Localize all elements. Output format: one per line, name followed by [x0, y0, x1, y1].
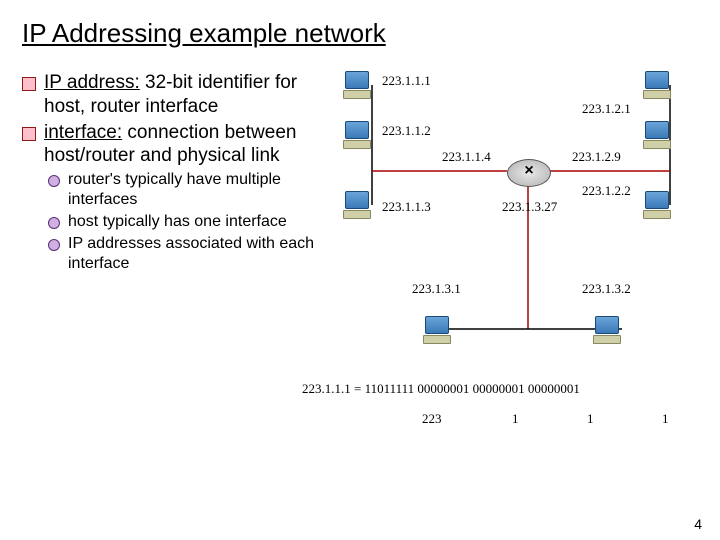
binary-breakdown: 223.1.1.1 = 11011111 00000001 00000001 0… [302, 381, 580, 397]
sub-bullet-marker [48, 239, 60, 251]
bullet-1-term: IP address: [44, 72, 140, 93]
octet-label: 1 [512, 411, 519, 427]
network-diagram: 223.1.1.1 223.1.1.2 223.1.1.3 223.1.2.1 223.… [322, 71, 698, 491]
ip-label: 223.1.2.1 [582, 101, 631, 117]
bullet-2-text: interface: connection between host/route… [44, 121, 322, 169]
sub-bullet-2: host typically has one interface [48, 212, 322, 232]
ip-label: 223.1.1.4 [442, 149, 491, 165]
ip-label: 223.1.2.9 [572, 149, 621, 165]
computer-icon [342, 121, 372, 149]
ip-label: 223.1.3.27 [502, 199, 557, 215]
ip-label: 223.1.1.2 [382, 123, 431, 139]
bullet-1: IP address: 32-bit identifier for host, … [22, 71, 322, 119]
ip-label: 223.1.1.1 [382, 73, 431, 89]
bullet-marker [22, 127, 36, 141]
bullet-2-term: interface: [44, 122, 122, 143]
computer-icon [642, 71, 672, 99]
computer-icon [342, 191, 372, 219]
bullet-1-text: IP address: 32-bit identifier for host, … [44, 71, 322, 119]
computer-icon [642, 191, 672, 219]
page-number: 4 [694, 516, 702, 532]
router-icon [507, 159, 551, 187]
ip-label: 223.1.3.2 [582, 281, 631, 297]
sub-bullet-1: router's typically have multiple interfa… [48, 170, 322, 210]
computer-icon [642, 121, 672, 149]
sub-bullet-1-text: router's typically have multiple interfa… [68, 170, 322, 210]
sub-bullet-marker [48, 175, 60, 187]
page-title: IP Addressing example network [22, 18, 698, 49]
computer-icon [342, 71, 372, 99]
octet-label: 1 [587, 411, 594, 427]
octet-label: 223 [422, 411, 442, 427]
computer-icon [592, 316, 622, 344]
sub-bullet-2-text: host typically has one interface [68, 212, 287, 232]
sub-bullet-3: IP addresses associated with each interf… [48, 234, 322, 274]
content-row: IP address: 32-bit identifier for host, … [22, 71, 698, 491]
bullet-2: interface: connection between host/route… [22, 121, 322, 169]
sub-bullet-marker [48, 217, 60, 229]
bullet-marker [22, 77, 36, 91]
computer-icon [422, 316, 452, 344]
octet-label: 1 [662, 411, 669, 427]
sub-bullet-3-text: IP addresses associated with each interf… [68, 234, 322, 274]
ip-label: 223.1.1.3 [382, 199, 431, 215]
ip-label: 223.1.2.2 [582, 183, 631, 199]
ip-label: 223.1.3.1 [412, 281, 461, 297]
left-column: IP address: 32-bit identifier for host, … [22, 71, 322, 491]
